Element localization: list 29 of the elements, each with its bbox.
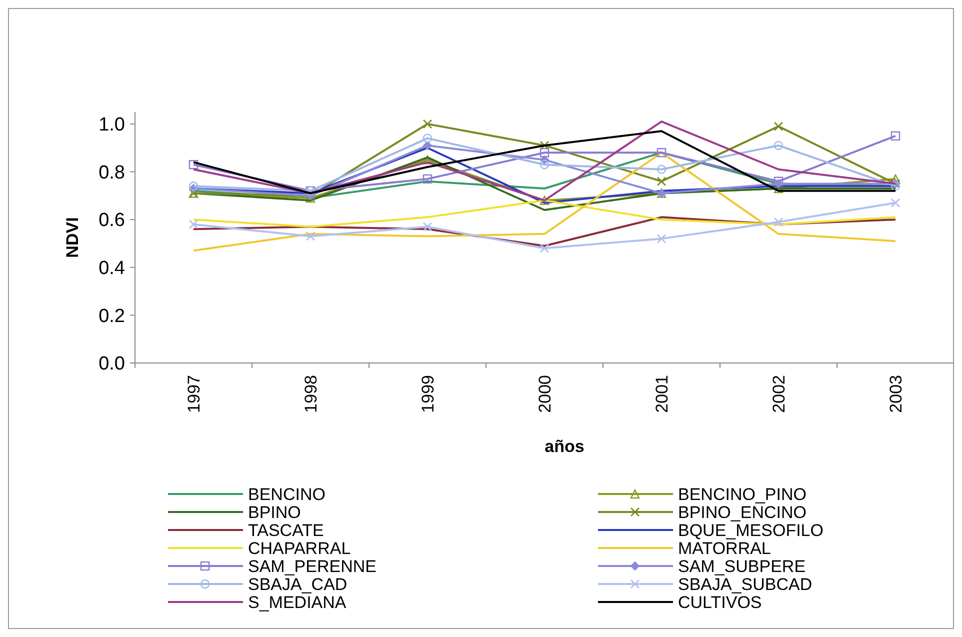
legend-label: BENCINO_PINO [678,484,806,504]
legend-label: SBAJA_CAD [248,574,348,594]
x-tick-label: 2000 [536,375,554,413]
legend-label: BENCINO [248,484,326,504]
legend-label: CULTIVOS [678,592,762,612]
y-tick-label: 0.8 [98,162,125,184]
y-axis-title: NDVI [63,217,82,258]
x-tick-label: 2003 [886,375,906,413]
legend-label: BQUE_MESOFILO [678,520,824,540]
legend-label: CHAPARRAL [248,538,351,558]
y-tick-label: 0.6 [98,210,125,232]
x-tick-label: 2001 [652,375,672,413]
x-axis-title: años [544,437,584,456]
legend-label: TASCATE [248,520,324,540]
y-tick-label: 1.0 [98,114,125,136]
x-tick-label: 1997 [184,375,204,413]
x-tick-label: 2002 [770,375,788,413]
x-tick-label: 1999 [418,375,438,413]
legend-label: BPINO [248,502,301,522]
legend-label: SBAJA_SUBCAD [678,574,812,594]
legend-label: S_MEDIANA [248,592,347,612]
x-tick-label: 1998 [302,375,320,413]
legend-label: MATORRAL [678,538,771,558]
y-tick-label: 0.4 [98,258,126,280]
y-tick-label: 0.0 [98,354,125,375]
legend-label: BPINO_ENCINO [678,502,806,522]
y-tick-label: 0.2 [98,306,125,327]
legend-label: SAM_PERENNE [248,556,376,576]
legend-label: SAM_SUBPERE [678,556,806,576]
